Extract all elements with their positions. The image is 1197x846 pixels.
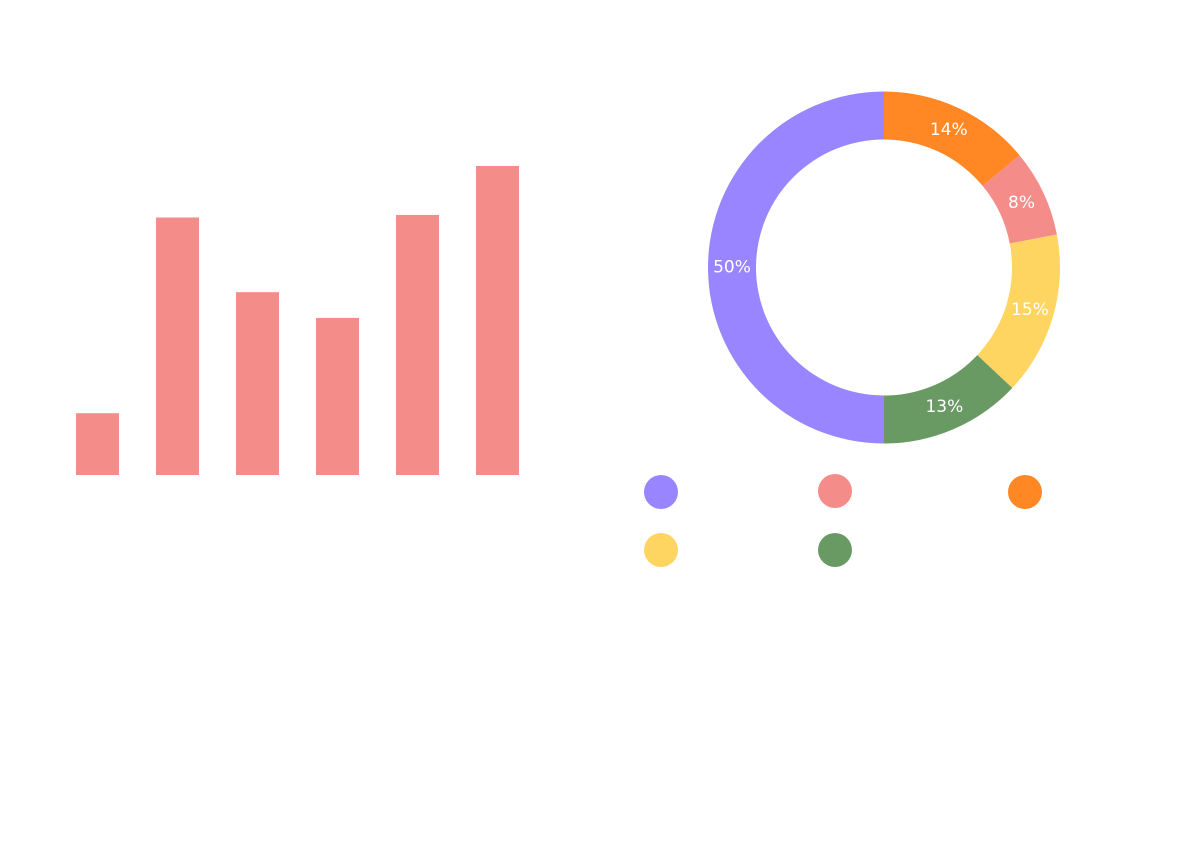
bar-2 bbox=[156, 217, 199, 475]
bar-6 bbox=[476, 166, 519, 475]
donut-slice-2 bbox=[982, 155, 1057, 244]
legend-marker-2 bbox=[818, 474, 852, 508]
bar-1 bbox=[76, 413, 119, 475]
donut-slice-label-3: 15% bbox=[1011, 300, 1049, 320]
donut-slice-label-2: 8% bbox=[1008, 193, 1035, 213]
legend-marker-5 bbox=[818, 533, 852, 567]
bar-4 bbox=[316, 317, 359, 475]
donut-slice-1 bbox=[884, 91, 1020, 186]
bar-5 bbox=[396, 214, 439, 476]
donut-slice-5 bbox=[708, 91, 884, 444]
legend-marker-1 bbox=[644, 475, 678, 509]
donut-slice-3 bbox=[977, 234, 1060, 388]
donut-slice-label-1: 14% bbox=[930, 120, 968, 140]
donut-slice-4 bbox=[884, 355, 1013, 444]
legend-marker-3 bbox=[1008, 475, 1042, 509]
legend-marker-4 bbox=[644, 533, 678, 567]
donut-chart: 14% 8% 15% 13% 50% bbox=[644, 91, 1060, 567]
bar-chart bbox=[76, 166, 519, 476]
donut-slice-label-4: 13% bbox=[925, 397, 963, 417]
donut-slice-label-5: 50% bbox=[713, 258, 751, 278]
bar-3 bbox=[236, 292, 279, 475]
